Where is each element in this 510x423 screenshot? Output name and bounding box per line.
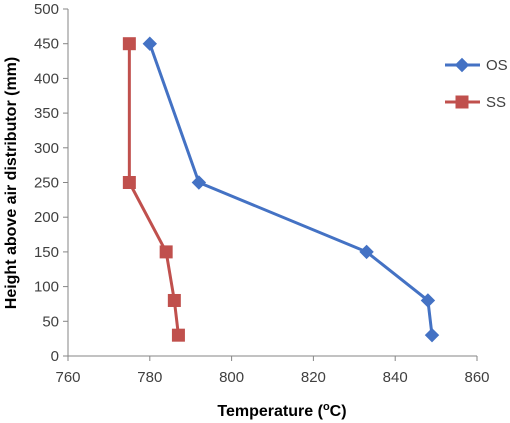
- legend-label: OS: [486, 57, 508, 74]
- x-tick-label: 800: [219, 369, 244, 386]
- y-tick-label: 0: [51, 348, 59, 365]
- y-tick-label: 400: [34, 70, 59, 87]
- x-axis-title-tail: C): [330, 403, 347, 420]
- series-layer: [122, 36, 440, 343]
- data-point-os: [420, 293, 436, 308]
- x-axis-title-main: Temperature (: [217, 403, 323, 420]
- y-tick-label: 100: [34, 279, 59, 296]
- series-line-os: [148, 43, 434, 336]
- y-axis-title: Height above air distributor (mm): [3, 57, 20, 309]
- data-point-ss: [122, 37, 136, 51]
- data-point-os: [424, 327, 440, 343]
- legend-label: SS: [486, 94, 506, 111]
- data-point-os: [142, 36, 158, 51]
- y-tick-label: 500: [34, 1, 59, 18]
- data-point-ss: [159, 245, 173, 259]
- legend-swatch-marker: [455, 95, 469, 109]
- x-tick-label: 840: [383, 369, 408, 386]
- data-point-ss: [122, 176, 136, 189]
- y-tick-label: 50: [42, 313, 59, 330]
- y-tick-label: 350: [34, 105, 59, 122]
- y-tick-label: 300: [34, 140, 59, 157]
- y-tick-label: 200: [34, 209, 59, 226]
- x-tick-label: 820: [301, 369, 326, 386]
- x-axis-title: Temperature (oC): [217, 401, 346, 420]
- data-point-os: [191, 175, 207, 190]
- y-tick-label: 450: [34, 36, 59, 53]
- x-axis-title-superscript: o: [323, 401, 330, 413]
- data-point-ss: [171, 328, 185, 342]
- x-tick-labels: 760 780 800 820 840 860: [55, 356, 490, 386]
- legend-item-ss: SS: [445, 94, 506, 111]
- y-tick-label: 150: [34, 244, 59, 261]
- series-line-ss: [127, 43, 180, 336]
- y-tick-label: 250: [34, 175, 59, 192]
- legend-swatch-marker: [454, 57, 470, 73]
- series-ss: [122, 37, 185, 342]
- y-tick-labels: 0 50 100 150 200 250 300 350 400 450 500: [34, 1, 68, 365]
- x-tick-label: 860: [464, 369, 489, 386]
- legend-item-os: OS: [445, 57, 508, 74]
- x-tick-label: 780: [137, 369, 162, 386]
- series-os: [142, 36, 440, 343]
- x-tick-label: 760: [55, 369, 80, 386]
- data-point-os: [359, 244, 374, 260]
- legend: OS SS: [445, 57, 508, 111]
- data-point-ss: [167, 293, 181, 307]
